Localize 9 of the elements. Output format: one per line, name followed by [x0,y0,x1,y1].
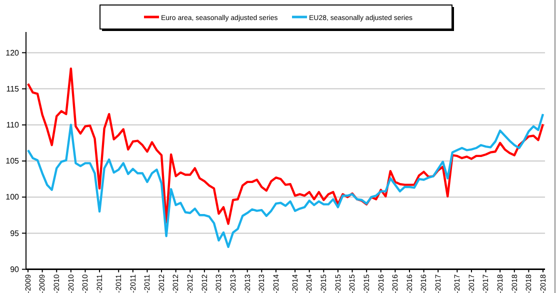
y-tick-label: 115 [6,84,20,94]
y-tick-label: 110 [6,120,20,130]
y-tick-label: 105 [6,156,20,166]
line-series [26,112,544,248]
y-tick-label: 120 [6,48,20,58]
line-series [26,67,544,225]
y-tick-label: 90 [10,264,20,274]
y-tick-label: 95 [10,228,20,238]
y-tick-label: 100 [6,192,20,202]
